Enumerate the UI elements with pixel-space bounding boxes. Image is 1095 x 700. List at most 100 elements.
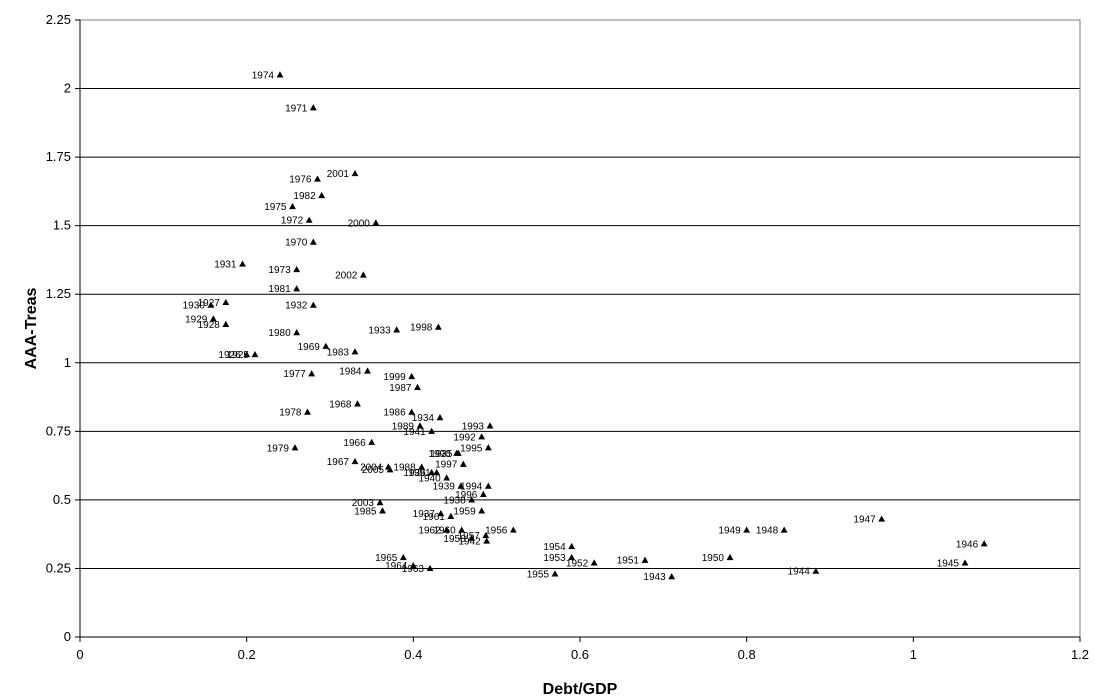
- x-axis-title: Debt/GDP: [543, 681, 618, 698]
- data-point-label: 1980: [268, 328, 291, 339]
- data-point-label: 1979: [267, 443, 290, 454]
- data-point-label: 1940: [418, 473, 441, 484]
- data-point-label: 1929: [185, 314, 208, 325]
- data-point: [399, 553, 407, 561]
- data-point: [726, 553, 734, 561]
- x-tick-label: 1: [910, 647, 917, 662]
- data-point-label: 1994: [460, 482, 483, 493]
- data-point: [484, 482, 492, 489]
- data-point: [222, 320, 230, 327]
- data-point-label: 1927: [198, 298, 221, 309]
- data-point: [436, 414, 444, 421]
- data-point: [379, 507, 386, 514]
- data-point: [289, 202, 296, 210]
- data-point: [293, 285, 301, 292]
- data-point: [961, 559, 969, 566]
- data-point-label: 1983: [327, 347, 350, 358]
- x-tick-label: 0.6: [571, 647, 589, 662]
- y-axis-title: AAA-Treas: [23, 288, 40, 370]
- data-point-label: 1963: [402, 564, 425, 575]
- data-point: [426, 564, 434, 572]
- x-tick-label: 0.2: [238, 647, 256, 662]
- y-tick-label: 0.25: [46, 560, 71, 575]
- plot-area-frame: [79, 19, 1081, 638]
- data-point-label: 1968: [329, 399, 352, 410]
- data-point-label: 1941: [403, 427, 426, 438]
- y-tick-label: 0: [64, 629, 71, 644]
- data-point: [322, 342, 330, 349]
- data-point-label: 1995: [460, 443, 483, 454]
- data-point: [243, 350, 251, 358]
- data-point: [251, 350, 259, 358]
- data-point: [409, 562, 417, 569]
- y-tick-label: 1.5: [53, 218, 71, 233]
- data-point-label: 1945: [937, 558, 960, 569]
- data-point-label: 1936: [403, 468, 426, 479]
- data-point-label: 1998: [410, 323, 433, 334]
- x-tick-label: 0.8: [738, 647, 756, 662]
- data-point-label: 1974: [252, 70, 275, 81]
- data-point-label: 1949: [718, 526, 741, 537]
- data-point-label: 1932: [285, 301, 308, 312]
- data-point-label: 1960: [433, 526, 456, 537]
- data-point-label: 1997: [435, 460, 458, 471]
- data-point-label: 1928: [198, 320, 221, 331]
- data-point-label: 1939: [433, 482, 456, 493]
- data-point-label: 1930: [183, 301, 206, 312]
- data-point: [408, 408, 416, 415]
- data-point-label: 1943: [643, 572, 666, 583]
- y-tick-label: 2.25: [46, 12, 71, 27]
- data-point: [743, 526, 751, 533]
- data-point: [309, 104, 317, 111]
- data-point: [309, 301, 317, 308]
- data-point: [468, 534, 476, 541]
- data-point-label: 1984: [339, 367, 362, 378]
- data-point: [293, 329, 301, 336]
- y-tick-label: 0.5: [53, 492, 71, 507]
- data-point: [364, 367, 371, 374]
- data-point-label: 2000: [348, 218, 371, 229]
- data-point-label: 1970: [285, 238, 308, 249]
- data-point-label: 1935: [430, 449, 453, 460]
- data-point-label: 2005: [362, 465, 385, 476]
- data-point-label: 1956: [485, 526, 508, 537]
- data-point: [222, 298, 230, 306]
- data-point-label: 1976: [289, 175, 312, 186]
- data-point: [428, 427, 436, 434]
- data-point-label: 1966: [343, 438, 366, 449]
- data-point-label: 1986: [383, 408, 406, 419]
- data-point-label: 1937: [413, 509, 436, 520]
- data-point-label: 1953: [543, 553, 566, 564]
- data-point-label: 1996: [455, 490, 478, 501]
- data-point: [304, 408, 311, 415]
- data-point: [780, 526, 788, 533]
- data-point-label: 1931: [214, 260, 237, 271]
- axis-layer: 0 0.25 0.5 0.75 1 1.25 1.5 1.75 2 2.25 0 0.2 0.4 0.6 0…: [46, 12, 1089, 662]
- data-point-label: 1950: [702, 553, 725, 564]
- data-point: [443, 474, 451, 481]
- data-point: [551, 570, 559, 577]
- data-point-label: 2001: [327, 169, 350, 180]
- data-point-label: 2002: [335, 271, 358, 282]
- data-point-label: 1946: [956, 539, 979, 550]
- data-point-label: 1952: [566, 558, 589, 569]
- data-point-label: 1926: [218, 350, 241, 361]
- data-point-label: 1992: [453, 432, 476, 443]
- data-point-label: 1955: [527, 569, 550, 580]
- data-point: [812, 567, 820, 574]
- data-point-label: 1972: [281, 216, 304, 227]
- data-point-label: 2003: [352, 498, 375, 509]
- x-tick-label: 1.2: [1071, 647, 1089, 662]
- data-point-label: 1954: [543, 542, 566, 553]
- data-point: [368, 438, 376, 445]
- data-point-label: 1987: [389, 383, 412, 394]
- data-point: [568, 542, 576, 550]
- data-point: [468, 496, 476, 503]
- data-point-label: 1990: [428, 449, 451, 460]
- data-point-label: 1989: [392, 421, 415, 432]
- y-tick-label: 1: [64, 355, 71, 370]
- data-point-label: 1957: [458, 531, 481, 542]
- data-point-label: 1985: [354, 506, 377, 517]
- data-point-label: 1971: [285, 103, 308, 114]
- data-point: [447, 512, 455, 519]
